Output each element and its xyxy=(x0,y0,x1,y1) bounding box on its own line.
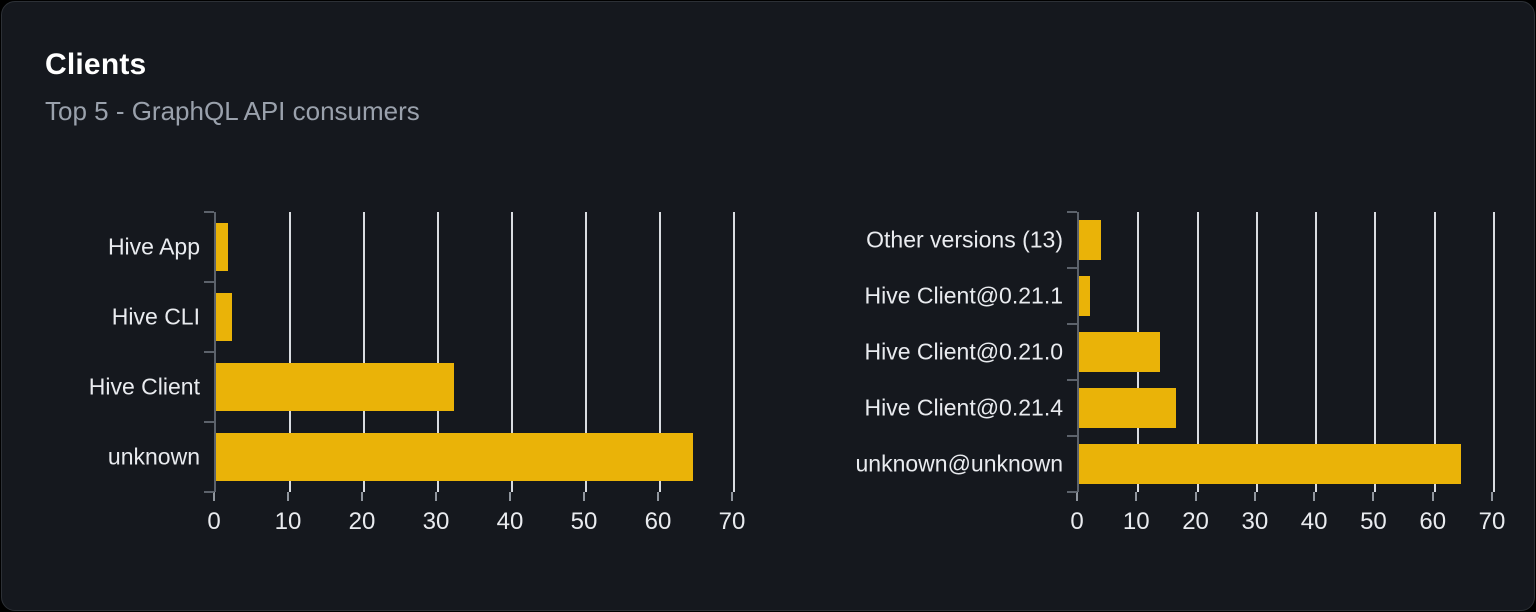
category-label: unknown@unknown xyxy=(855,450,1063,477)
x-tick-label: 50 xyxy=(570,508,598,535)
bar xyxy=(1079,444,1461,484)
x-axis-tick xyxy=(509,492,511,501)
x-axis-tick xyxy=(1372,492,1375,501)
x-axis-tick xyxy=(1313,492,1316,501)
x-axis-tick xyxy=(1253,492,1256,501)
gridline xyxy=(1315,212,1318,492)
y-axis-tick xyxy=(204,351,214,353)
bar xyxy=(216,433,693,481)
gridline xyxy=(659,212,661,492)
gridline xyxy=(289,212,291,492)
clients-bar-chart: 0 10 20 30 40 50 60 70 Hive App Hive CLI Hive Clie… xyxy=(2,211,1536,562)
x-tick-label: 60 xyxy=(1419,508,1447,535)
x-axis-tick xyxy=(1491,492,1493,501)
x-axis-tick xyxy=(1135,492,1138,501)
x-tick-label: 70 xyxy=(718,508,746,535)
plot-area xyxy=(1077,212,1495,492)
x-axis-tick xyxy=(1431,492,1434,501)
y-axis-tick xyxy=(1067,491,1077,493)
bar xyxy=(1079,276,1090,316)
gridline xyxy=(585,212,587,492)
gridline xyxy=(437,212,439,492)
x-axis-tick xyxy=(583,492,585,501)
category-label: Hive App xyxy=(107,233,200,260)
gridline xyxy=(733,212,735,492)
category-label: Hive Client@0.21.0 xyxy=(864,338,1064,365)
bar xyxy=(216,293,233,341)
x-axis-tick xyxy=(361,492,363,501)
x-tick-label: 50 xyxy=(1360,508,1387,535)
x-tick-label: 40 xyxy=(1300,508,1328,535)
category-label: Other versions (13) xyxy=(866,226,1063,253)
plot-area xyxy=(214,212,735,492)
x-tick-label: 0 xyxy=(1070,508,1084,535)
x-axis-tick xyxy=(1194,492,1197,501)
bar xyxy=(1079,388,1176,428)
x-axis-tick xyxy=(657,492,659,501)
bar xyxy=(216,223,228,271)
gridline xyxy=(1255,212,1258,492)
gridline xyxy=(1493,212,1495,492)
bar xyxy=(1079,332,1160,372)
bar xyxy=(1079,220,1101,260)
gridline xyxy=(1196,212,1199,492)
x-tick-label: 20 xyxy=(1182,508,1209,535)
x-tick-label: 10 xyxy=(274,508,302,535)
card-title: Clients xyxy=(45,48,147,81)
y-axis-tick xyxy=(1067,435,1077,437)
gridline xyxy=(363,212,365,492)
x-tick-label: 0 xyxy=(207,508,221,535)
card-subtitle: Top 5 - GraphQL API consumers xyxy=(45,96,420,126)
gridline xyxy=(511,212,513,492)
x-axis-tick xyxy=(1076,492,1078,501)
y-axis-tick xyxy=(1067,211,1077,213)
category-label: Hive Client@0.21.1 xyxy=(864,282,1064,309)
category-label: Hive Client xyxy=(88,373,200,400)
gridline xyxy=(1433,212,1436,492)
x-tick-label: 30 xyxy=(1241,508,1269,535)
y-axis-tick xyxy=(1067,267,1077,269)
category-label: Hive CLI xyxy=(111,303,200,330)
x-tick-label: 30 xyxy=(422,508,450,535)
y-axis-tick xyxy=(204,491,214,493)
y-axis-tick xyxy=(204,281,214,283)
y-axis-tick xyxy=(1067,323,1077,325)
x-axis-tick xyxy=(213,492,215,501)
x-tick-label: 70 xyxy=(1478,508,1506,535)
bar xyxy=(216,363,455,411)
client-versions-bar-chart: 0 10 20 30 40 50 60 70 Other versions (13) Hive C… xyxy=(2,211,1536,562)
category-label: unknown xyxy=(107,443,200,470)
x-axis-tick xyxy=(287,492,289,501)
x-tick-label: 60 xyxy=(644,508,672,535)
x-axis-tick xyxy=(435,492,437,501)
y-axis-tick xyxy=(204,211,214,213)
category-label: Hive Client@0.21.4 xyxy=(864,394,1064,421)
y-axis-tick xyxy=(1067,379,1077,381)
x-axis-tick xyxy=(731,492,733,501)
x-tick-label: 10 xyxy=(1122,508,1150,535)
x-tick-label: 40 xyxy=(496,508,524,535)
x-tick-label: 20 xyxy=(348,508,376,535)
y-axis-tick xyxy=(204,421,214,423)
gridline xyxy=(1374,212,1377,492)
